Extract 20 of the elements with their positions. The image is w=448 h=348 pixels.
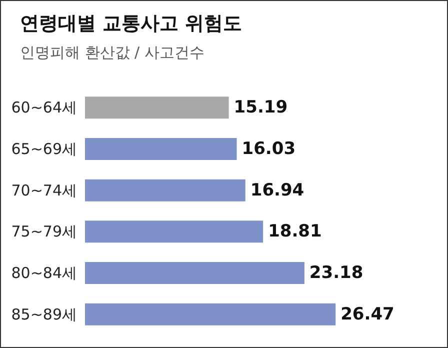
- data-label: 23.18: [309, 263, 364, 283]
- y-tick-label: 60~64세: [11, 98, 77, 117]
- bar: [85, 262, 304, 284]
- data-label: 18.81: [268, 222, 322, 242]
- data-label: 26.47: [340, 304, 394, 324]
- chart-subtitle: 인명피해 환산값 / 사고건수: [20, 44, 204, 62]
- y-tick-label: 70~74세: [11, 181, 77, 200]
- data-label: 16.03: [242, 139, 296, 159]
- bar: [85, 138, 237, 160]
- data-label: 16.94: [250, 180, 304, 200]
- bar: [85, 220, 264, 243]
- data-label: 15.19: [234, 98, 288, 118]
- bar: [85, 179, 246, 202]
- y-tick-label: 85~89세: [11, 305, 77, 324]
- y-tick-label: 65~69세: [11, 140, 77, 158]
- y-tick-label: 75~79세: [11, 222, 77, 241]
- bar: [85, 96, 229, 119]
- bar: [85, 303, 336, 326]
- y-tick-label: 80~84세: [11, 264, 77, 282]
- chart-title: 연령대별 교통사고 위험도: [20, 12, 242, 34]
